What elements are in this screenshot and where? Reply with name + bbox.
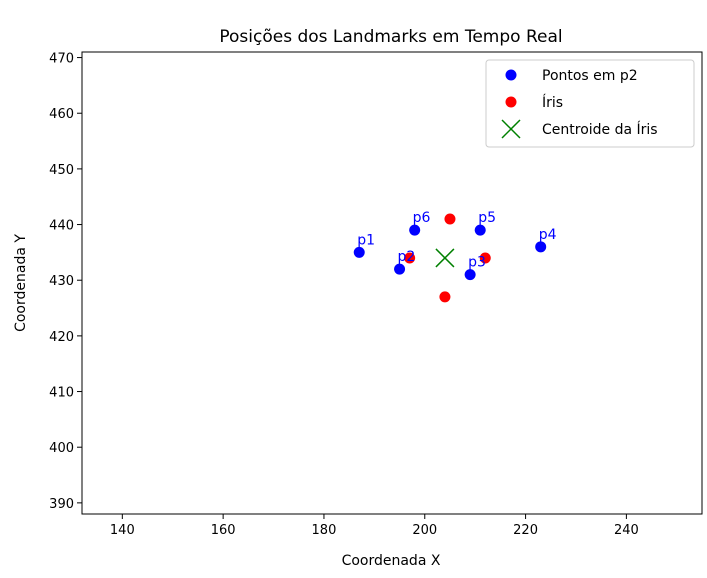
y-tick-label: 440	[49, 219, 74, 234]
y-axis: 390 400 410 420 430 440 450 460 470	[49, 52, 82, 512]
y-tick-label: 420	[49, 330, 74, 345]
plot-frame	[81, 51, 703, 515]
x-tick-label: 240	[614, 523, 639, 538]
x-axis-title: Coordenada X	[342, 553, 441, 569]
point-label-p4: p4	[539, 227, 557, 243]
point-label-p2: p2	[398, 249, 416, 265]
x-tick-label: 180	[312, 523, 337, 538]
landmark-point	[353, 246, 365, 258]
iris-point	[404, 252, 416, 264]
plot-area	[81, 51, 703, 515]
legend-frame	[485, 59, 695, 148]
iris-centroid-marker	[435, 248, 455, 268]
point-label-p3: p3	[468, 255, 486, 271]
series-3	[435, 248, 455, 268]
legend-item-2: Íris	[505, 94, 563, 111]
landmark-point	[535, 241, 547, 253]
landmark-point	[474, 224, 486, 236]
y-tick-label: 460	[49, 107, 74, 122]
chart-title: Posições dos Landmarks em Tempo Real	[219, 27, 562, 47]
x-tick-label: 160	[211, 523, 236, 538]
legend-marker	[505, 69, 517, 81]
legend-item-1: Pontos em p2	[505, 68, 638, 84]
y-tick-label: 390	[49, 497, 74, 512]
point-labels-layer: p1 p2 p3 p4 p5 p6	[357, 210, 556, 271]
legend-marker	[505, 96, 517, 108]
legend-label: Centroide da Íris	[542, 121, 658, 138]
landmark-point	[394, 263, 406, 275]
y-tick-label: 400	[49, 441, 74, 456]
point-label-p5: p5	[478, 210, 496, 226]
series-2	[404, 213, 491, 303]
landmark-point	[409, 224, 421, 236]
y-axis-title: Coordenada Y	[13, 234, 29, 332]
legend: Pontos em p2 Íris Centroide da Íris	[485, 59, 695, 148]
iris-point	[444, 213, 456, 225]
legend-label: Íris	[542, 94, 563, 111]
x-axis: 140 160 180 200 220 240	[110, 514, 639, 538]
legend-label: Pontos em p2	[542, 68, 638, 84]
x-tick-label: 200	[412, 523, 437, 538]
y-tick-label: 450	[49, 163, 74, 178]
landmark-point	[464, 269, 476, 281]
iris-point	[439, 291, 451, 303]
y-tick-label: 430	[49, 274, 74, 289]
x-tick-label: 140	[110, 523, 135, 538]
point-label-p1: p1	[357, 232, 375, 248]
iris-point	[479, 252, 491, 264]
legend-item-3: Centroide da Íris	[501, 119, 658, 139]
point-label-p6: p6	[413, 210, 431, 226]
y-tick-label: 470	[49, 52, 74, 67]
series-1	[353, 224, 547, 281]
y-tick-label: 410	[49, 386, 74, 401]
series-layer	[353, 213, 547, 303]
x-tick-label: 220	[513, 523, 538, 538]
